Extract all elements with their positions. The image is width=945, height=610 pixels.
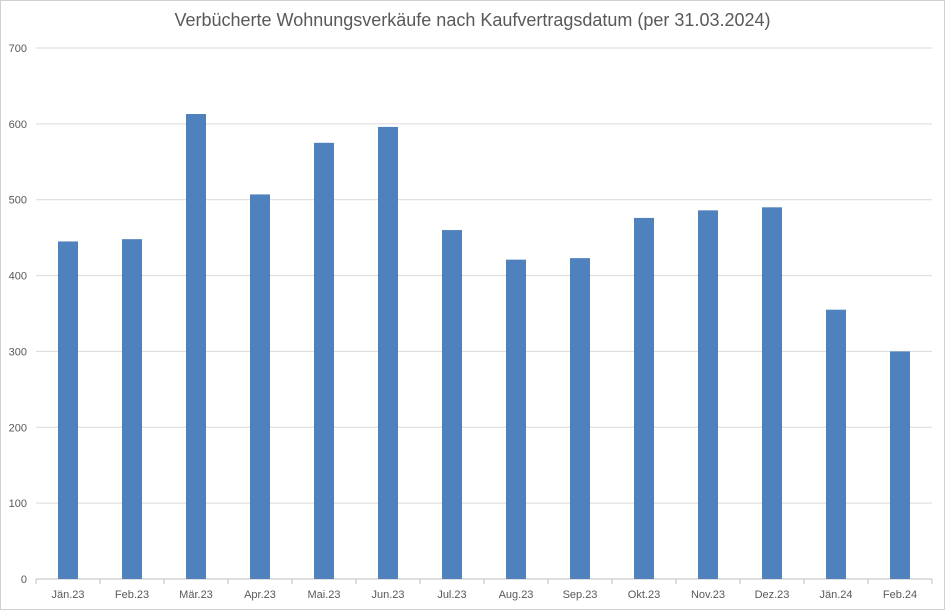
bar [314,142,334,580]
bar [250,194,270,579]
x-tick-label: Aug.23 [499,589,534,601]
bar [378,126,398,580]
y-tick-label: 600 [9,119,27,131]
x-tick-label: Apr.23 [244,589,276,601]
bar [698,210,718,579]
y-axis-ticks: 0 100 200 300 400 500 600 700 [9,43,27,586]
y-tick-label: 300 [9,346,27,358]
x-axis-ticks: Jän.23 Feb.23 Mär.23 Apr.23 Mai.23 Jun.23 Jul.… [35,579,933,601]
x-tick-label: Feb.23 [115,589,149,601]
x-tick-label: Jän.23 [51,589,84,601]
bar [58,241,78,579]
x-tick-label: Nov.23 [691,589,725,601]
x-tick-label: Jän.24 [819,589,852,601]
x-tick-label: Mär.23 [179,589,213,601]
y-tick-label: 100 [9,498,27,510]
gridlines [36,47,932,580]
y-tick-label: 700 [9,43,27,55]
bar [634,217,654,580]
x-tick-label: Okt.23 [628,589,660,601]
bar [122,239,142,579]
bar [890,351,910,579]
y-tick-label: 400 [9,271,27,283]
x-tick-label: Feb.24 [883,589,917,601]
y-tick-label: 200 [9,422,27,434]
x-tick-label: Mai.23 [307,589,340,601]
bars [58,113,910,580]
x-tick-label: Dez.23 [755,589,790,601]
y-tick-label: 500 [9,195,27,207]
bar [186,113,206,579]
bar [762,207,782,580]
x-tick-label: Sep.23 [563,589,598,601]
x-tick-label: Jun.23 [371,589,404,601]
y-tick-label: 0 [21,574,27,586]
chart-title: Verbücherte Wohnungsverkäufe nach Kaufve… [174,10,771,30]
x-tick-label: Jul.23 [437,589,466,601]
bar [570,258,590,579]
bar [826,309,846,579]
bar [442,230,462,580]
bar [506,259,526,579]
